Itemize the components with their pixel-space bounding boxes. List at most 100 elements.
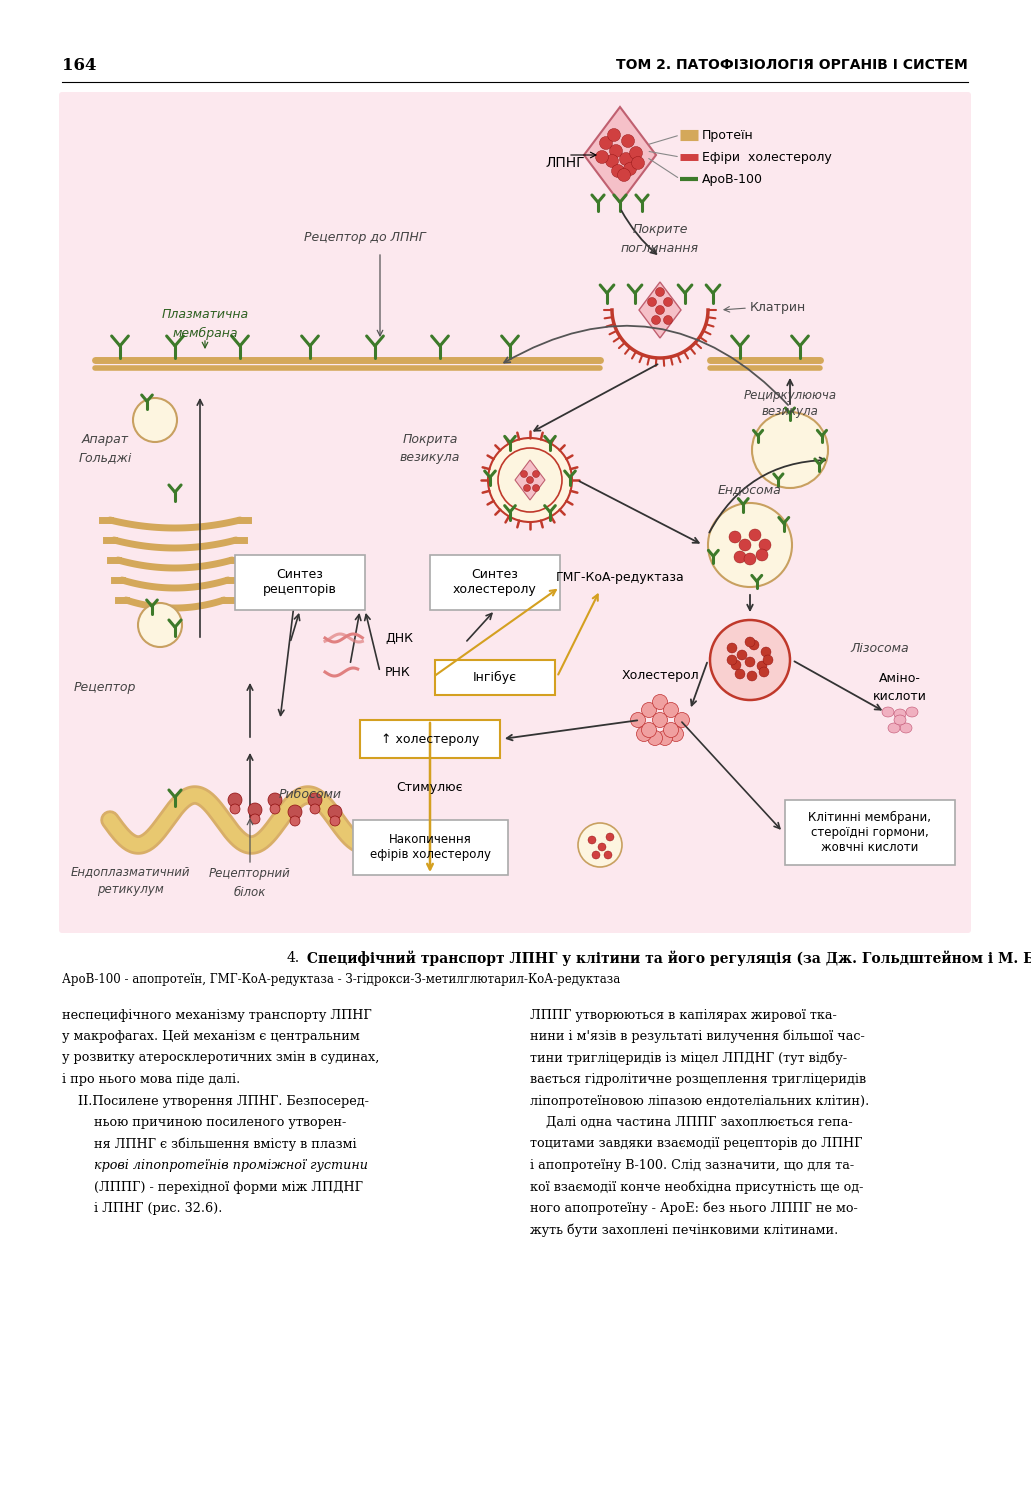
Text: у макрофагах. Цей механізм є центральним: у макрофагах. Цей механізм є центральним: [62, 1030, 360, 1042]
Circle shape: [611, 165, 625, 177]
Circle shape: [749, 530, 761, 542]
Text: білок: білок: [234, 885, 266, 898]
Text: тоцитами завдяки взаємодії рецепторів до ЛПНГ: тоцитами завдяки взаємодії рецепторів до…: [530, 1137, 863, 1150]
Text: Накопичення
ефірів холестеролу: Накопичення ефірів холестеролу: [369, 833, 491, 861]
Circle shape: [653, 712, 667, 728]
Circle shape: [759, 668, 769, 676]
Circle shape: [604, 850, 612, 859]
Circle shape: [250, 815, 260, 824]
Text: Ефіри  холестеролу: Ефіри холестеролу: [702, 150, 832, 164]
FancyBboxPatch shape: [430, 555, 560, 610]
Text: ТОМ 2. ПАТОФІЗІОЛОГІЯ ОРГАНІВ І СИСТЕМ: ТОМ 2. ПАТОФІЗІОЛОГІЯ ОРГАНІВ І СИСТЕМ: [617, 58, 968, 72]
Polygon shape: [516, 460, 545, 500]
Circle shape: [622, 135, 634, 147]
Circle shape: [631, 712, 645, 728]
Text: Клатрин: Клатрин: [750, 302, 806, 315]
Text: ЛППГ утворюються в капілярах жирової тка-: ЛППГ утворюються в капілярах жирової тка…: [530, 1008, 837, 1022]
Circle shape: [248, 802, 262, 818]
Text: кислоти: кислоти: [873, 690, 927, 702]
Circle shape: [498, 448, 562, 512]
Circle shape: [624, 162, 636, 176]
Text: Клітинні мембрани,
стероїдні гормони,
жовчні кислоти: Клітинні мембрани, стероїдні гормони, жо…: [808, 810, 931, 853]
Text: Інгібує: Інгібує: [473, 670, 518, 684]
Circle shape: [288, 806, 302, 819]
Text: Гольджі: Гольджі: [78, 452, 132, 465]
Circle shape: [488, 438, 572, 522]
Circle shape: [729, 531, 741, 543]
Circle shape: [641, 702, 657, 717]
Circle shape: [599, 136, 612, 150]
Circle shape: [524, 484, 531, 492]
Circle shape: [578, 824, 622, 867]
Circle shape: [749, 640, 759, 650]
Circle shape: [270, 804, 280, 814]
Circle shape: [532, 484, 539, 492]
Text: Рецептор: Рецептор: [74, 681, 136, 694]
Text: неспецифічного механізму транспорту ЛПНГ: неспецифічного механізму транспорту ЛПНГ: [62, 1008, 372, 1022]
Text: ↑ холестеролу: ↑ холестеролу: [380, 732, 479, 746]
Circle shape: [652, 315, 661, 324]
Circle shape: [658, 730, 672, 746]
Text: Специфічний транспорт ЛПНГ у клітини та його регуляція (за Дж. Гольдштейном і М.: Специфічний транспорт ЛПНГ у клітини та …: [302, 951, 1031, 966]
Text: Ендосома: Ендосома: [719, 483, 781, 496]
Circle shape: [605, 154, 619, 168]
FancyBboxPatch shape: [435, 660, 555, 694]
Circle shape: [618, 168, 631, 182]
Text: і апопротеїну В-100. Слід зазначити, що для та-: і апопротеїну В-100. Слід зазначити, що …: [530, 1160, 854, 1172]
Text: ліпопротеїновою ліпазою ендотеліальних клітин).: ліпопротеїновою ліпазою ендотеліальних к…: [530, 1095, 869, 1107]
Text: ретикулум: ретикулум: [97, 884, 163, 897]
Text: жуть бути захоплені печінковими клітинами.: жуть бути захоплені печінковими клітинам…: [530, 1224, 838, 1236]
Circle shape: [630, 147, 642, 159]
Text: мембрана: мембрана: [172, 327, 238, 339]
Text: у розвитку атеросклеротичних змін в судинах,: у розвитку атеросклеротичних змін в суди…: [62, 1052, 379, 1065]
Text: Ендоплазматичний: Ендоплазматичний: [70, 865, 190, 879]
Circle shape: [759, 538, 771, 550]
Circle shape: [752, 413, 828, 488]
FancyBboxPatch shape: [785, 800, 955, 865]
Circle shape: [674, 712, 690, 728]
Circle shape: [607, 129, 621, 141]
FancyBboxPatch shape: [353, 821, 508, 874]
Circle shape: [330, 816, 340, 827]
Circle shape: [230, 804, 240, 814]
Circle shape: [310, 804, 320, 814]
Text: Холестерол: Холестерол: [622, 669, 699, 681]
Circle shape: [737, 650, 747, 660]
Circle shape: [527, 477, 533, 483]
Text: Рецепторний: Рецепторний: [209, 867, 291, 880]
Circle shape: [734, 550, 746, 562]
Circle shape: [731, 660, 741, 670]
Circle shape: [138, 603, 182, 646]
Circle shape: [632, 156, 644, 170]
Circle shape: [647, 297, 657, 306]
Text: ЛПНГ: ЛПНГ: [545, 156, 585, 170]
Text: Стимулює: Стимулює: [397, 782, 463, 795]
Text: АроВ-100 - апопротеїн, ГМГ-КоА-редуктаза - З-гідрокси-З-метилглютарил-КоА-редукт: АроВ-100 - апопротеїн, ГМГ-КоА-редуктаза…: [62, 974, 621, 987]
Circle shape: [228, 794, 242, 807]
Circle shape: [606, 833, 614, 842]
Circle shape: [735, 669, 745, 680]
Text: (ЛППГ) - перехідної форми між ЛПДНГ: (ЛППГ) - перехідної форми між ЛПДНГ: [62, 1180, 363, 1194]
Ellipse shape: [900, 723, 912, 734]
Text: Аміно-: Аміно-: [879, 672, 921, 684]
Circle shape: [756, 549, 768, 561]
Polygon shape: [584, 106, 656, 202]
Circle shape: [739, 538, 751, 550]
Text: і про нього мова піде далі.: і про нього мова піде далі.: [62, 1072, 240, 1086]
Text: Лізосома: Лізосома: [850, 642, 908, 654]
Circle shape: [290, 816, 300, 827]
Text: ня ЛПНГ є збільшення вмісту в плазмі: ня ЛПНГ є збільшення вмісту в плазмі: [62, 1137, 357, 1150]
Circle shape: [744, 554, 756, 566]
Text: нини і м'язів в результаті вилучення більшої час-: нини і м'язів в результаті вилучення біл…: [530, 1029, 865, 1044]
Circle shape: [668, 726, 684, 741]
Text: везикула: везикула: [762, 405, 819, 418]
Text: і ЛПНГ (рис. 32.6).: і ЛПНГ (рис. 32.6).: [62, 1202, 223, 1215]
Text: Протеїн: Протеїн: [702, 129, 754, 141]
FancyBboxPatch shape: [235, 555, 365, 610]
Text: кої взаємодії конче необхідна присутність ще од-: кої взаємодії конче необхідна присутніст…: [530, 1180, 863, 1194]
Circle shape: [268, 794, 282, 807]
Circle shape: [664, 297, 672, 306]
Text: везикула: везикула: [400, 452, 460, 465]
Circle shape: [708, 503, 792, 586]
Ellipse shape: [888, 723, 900, 734]
